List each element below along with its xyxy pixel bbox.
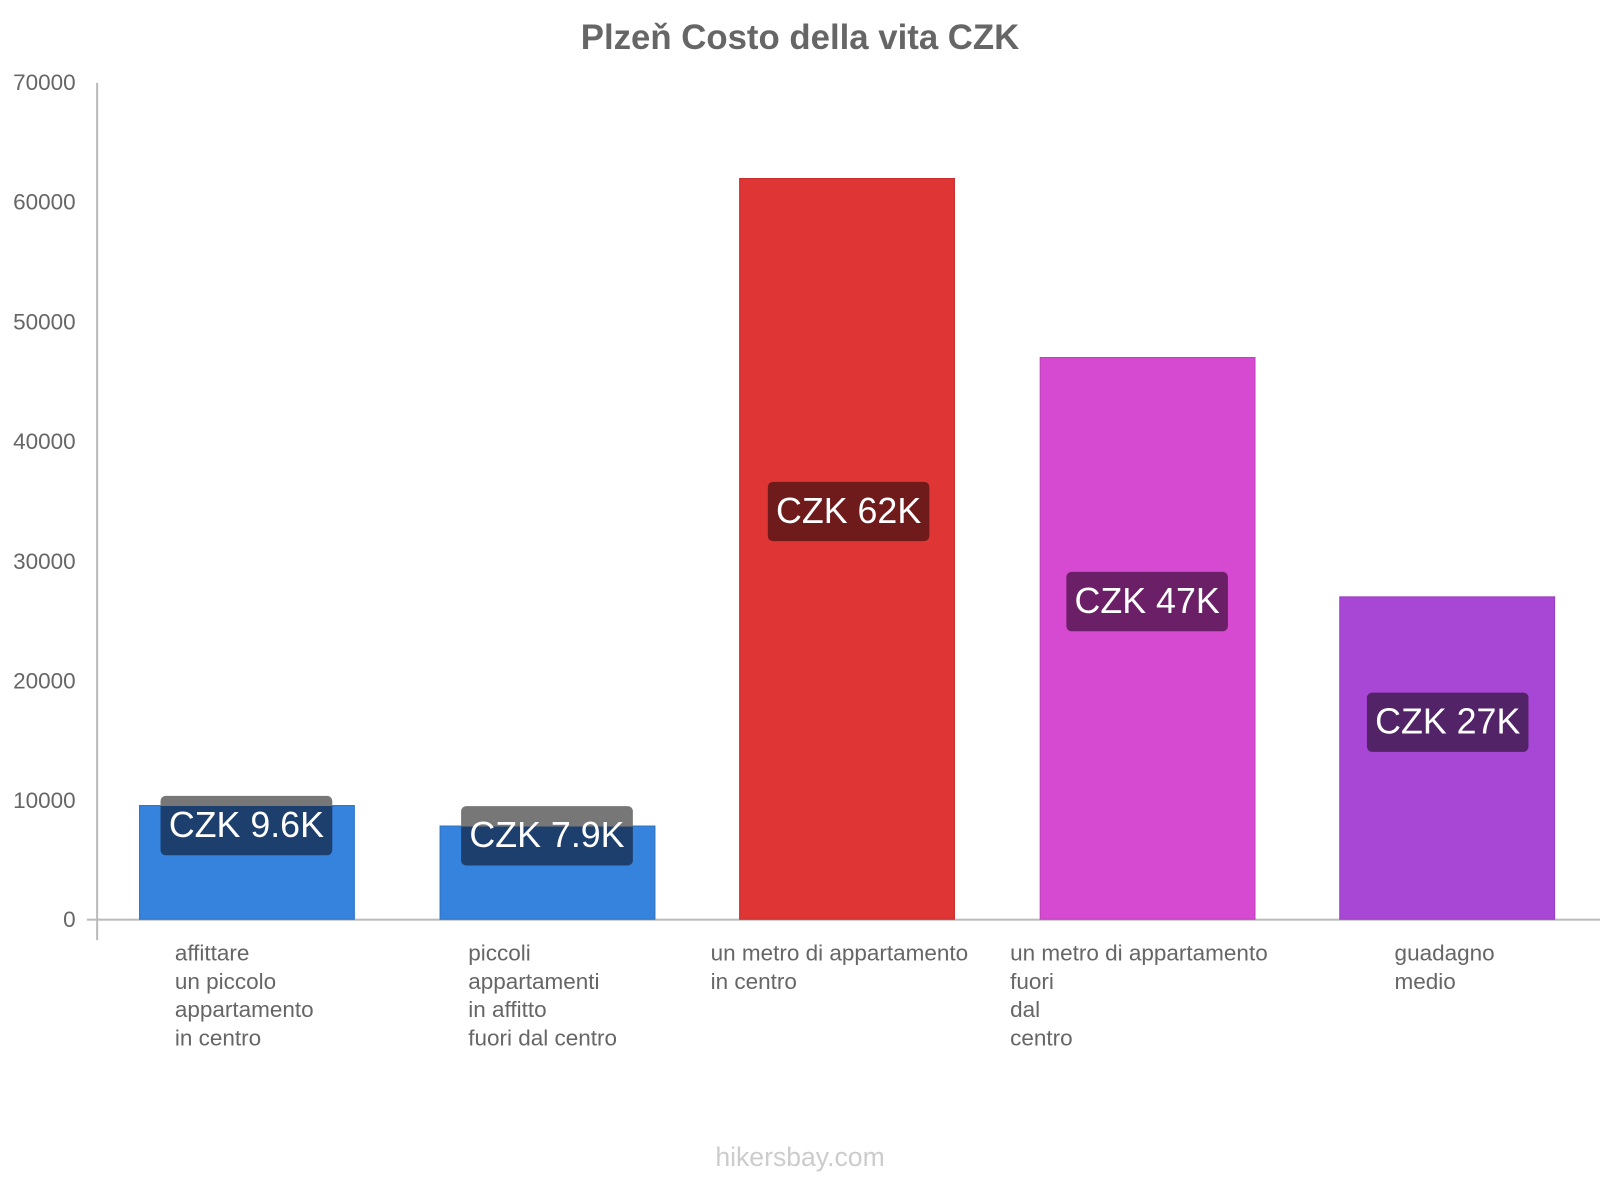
value-label: CZK 62K: [767, 481, 930, 542]
y-tick-label: 40000: [13, 428, 76, 455]
value-label: CZK 9.6K: [160, 795, 333, 856]
bar-sqm-apartment-outside[interactable]: [1039, 357, 1256, 920]
y-tick-label: 50000: [13, 308, 76, 335]
y-tick-label: 70000: [13, 69, 76, 96]
x-axis-line: [86, 918, 1600, 921]
x-category-label: affittare un piccolo appartamento in cen…: [174, 940, 314, 1051]
bar-average-income[interactable]: [1339, 596, 1556, 920]
x-category-label: un metro di appartamento fuori dal centr…: [1010, 940, 1268, 1051]
y-tick-label: 20000: [13, 668, 76, 694]
y-tick-label: 30000: [13, 548, 76, 574]
chart-title: Plzeň Costo della vita CZK: [580, 18, 1020, 58]
watermark: hikersbay.com: [715, 1141, 885, 1173]
x-category-label: un metro di appartamento in centro: [710, 940, 969, 994]
value-label: CZK 47K: [1066, 571, 1228, 632]
x-category-label: guadagno medio: [1394, 940, 1495, 994]
value-label: CZK 27K: [1366, 692, 1529, 752]
y-tick-label: 60000: [13, 189, 76, 215]
bar-sqm-apartment-center[interactable]: [739, 178, 955, 920]
y-tick-label: 10000: [13, 787, 76, 814]
y-tick-label: 0: [63, 906, 76, 932]
x-category-label: piccoli appartamenti in affitto fuori da…: [468, 940, 618, 1051]
value-label: CZK 7.9K: [461, 806, 633, 866]
y-axis-line: [96, 82, 99, 941]
